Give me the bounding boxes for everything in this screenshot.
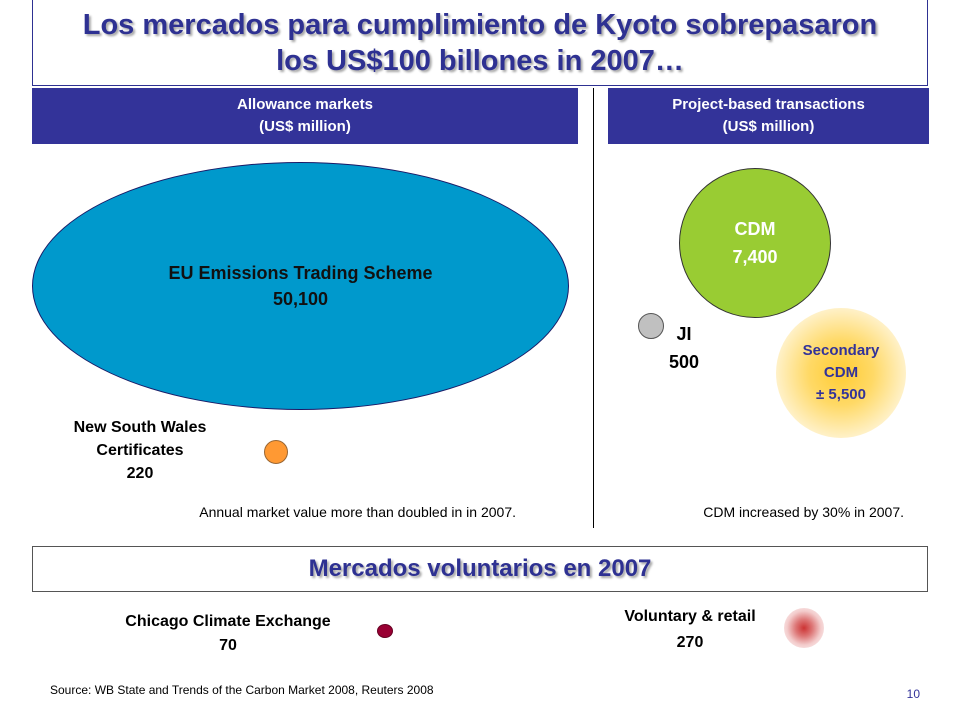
allowance-note: Annual market value more than doubled in… xyxy=(199,504,516,520)
project-header-line1: Project-based transactions xyxy=(672,96,865,113)
ji-name: JI xyxy=(676,324,692,344)
ji-label: JI 500 xyxy=(654,320,714,376)
nsw-label-line1: New South Wales xyxy=(73,419,207,436)
slide-title-line1: Los mercados para cumplimiento de Kyoto … xyxy=(82,8,878,41)
cdm-value: 7,400 xyxy=(732,247,778,267)
allowance-header-line2: (US$ million) xyxy=(259,118,351,135)
ccx-bubble xyxy=(377,624,393,638)
column-divider xyxy=(593,88,594,528)
cdm-name: CDM xyxy=(734,219,776,239)
ccx-name: Chicago Climate Exchange xyxy=(125,613,331,630)
secondary-cdm-line2: CDM xyxy=(823,364,859,381)
cdm-bubble: CDM 7,400 xyxy=(679,168,831,318)
secondary-cdm-line1: Secondary xyxy=(802,342,880,359)
allowance-markets-header: Allowance markets (US$ million) xyxy=(32,88,578,144)
eu-ets-value: 50,100 xyxy=(272,289,329,309)
eu-ets-bubble: EU Emissions Trading Scheme 50,100 xyxy=(32,162,569,410)
source-note: Source: WB State and Trends of the Carbo… xyxy=(50,683,434,697)
nsw-value: 220 xyxy=(126,465,154,482)
nsw-label-line2: Certificates xyxy=(96,442,184,459)
ji-value: 500 xyxy=(668,352,700,372)
voluntary-markets-header: Mercados voluntarios en 2007 xyxy=(308,555,652,582)
slide-title-box: Los mercados para cumplimiento de Kyoto … xyxy=(32,0,928,86)
ccx-value: 70 xyxy=(219,637,237,654)
retail-bubble xyxy=(784,608,824,648)
slide-title: Los mercados para cumplimiento de Kyoto … xyxy=(69,7,891,79)
project-transactions-header: Project-based transactions (US$ million) xyxy=(608,88,929,144)
voluntary-markets-box: Mercados voluntarios en 2007 xyxy=(32,546,928,592)
project-header-line2: (US$ million) xyxy=(722,118,815,135)
page-number: 10 xyxy=(906,687,920,701)
secondary-cdm-bubble: Secondary CDM ± 5,500 xyxy=(776,308,906,438)
allowance-header-line1: Allowance markets xyxy=(237,96,373,113)
slide-title-line2: los US$100 billones in 2007… xyxy=(276,44,684,77)
ji-bubble xyxy=(638,313,664,339)
ccx-label: Chicago Climate Exchange 70 xyxy=(80,610,376,658)
secondary-cdm-value: ± 5,500 xyxy=(816,386,866,403)
project-note: CDM increased by 30% in 2007. xyxy=(703,504,904,520)
eu-ets-name: EU Emissions Trading Scheme xyxy=(168,263,433,283)
retail-name: Voluntary & retail xyxy=(624,608,756,625)
nsw-bubble xyxy=(264,440,288,464)
nsw-label: New South Wales Certificates 220 xyxy=(40,416,240,485)
retail-value: 270 xyxy=(676,634,704,651)
retail-label: Voluntary & retail 270 xyxy=(590,604,790,656)
